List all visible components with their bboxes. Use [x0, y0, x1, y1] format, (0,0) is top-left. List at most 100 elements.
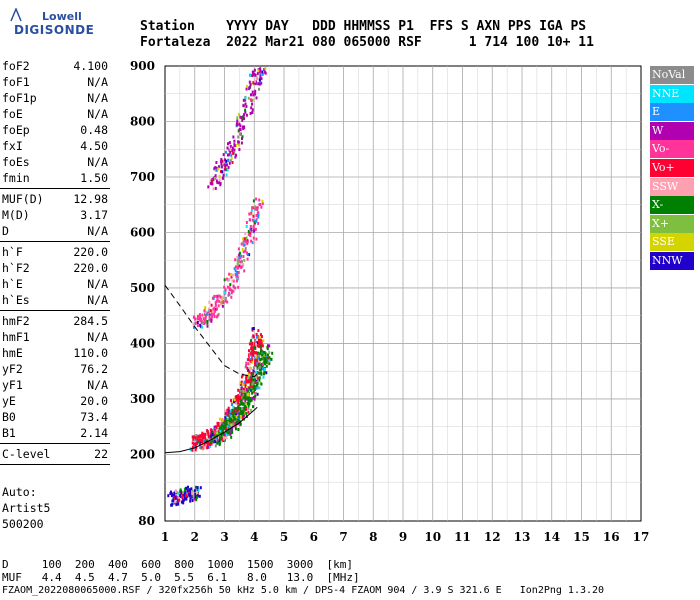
echo-point [220, 158, 223, 161]
echo-point [212, 296, 215, 300]
echo-point [191, 495, 194, 499]
echo-point [252, 377, 255, 381]
echo-point [210, 442, 213, 446]
echo-point [249, 73, 252, 77]
echo-point [214, 303, 217, 307]
echo-point [176, 495, 179, 499]
echo-point [194, 448, 197, 452]
echo-point [245, 361, 248, 365]
echo-point [247, 380, 250, 384]
echo-point [201, 313, 204, 317]
echo-point [244, 239, 247, 243]
echo-point [191, 489, 194, 493]
param-row: MUF(D) 12.98 [0, 191, 110, 207]
echo-point [229, 283, 232, 286]
echo-point [243, 117, 245, 121]
echo-point [249, 360, 252, 363]
echo-point [246, 257, 249, 261]
echo-point [216, 314, 219, 318]
echo-point [253, 221, 256, 225]
echo-point [208, 300, 211, 304]
echo-point [252, 73, 254, 77]
echo-point [220, 300, 223, 304]
echo-point [190, 487, 193, 491]
echo-point [254, 92, 257, 96]
echo-point [233, 267, 236, 271]
echo-point [249, 234, 252, 237]
echo-point [192, 437, 195, 441]
echo-point [250, 384, 253, 388]
echo-point [215, 434, 218, 438]
echo-point [242, 396, 245, 400]
param-value: 0.48 [80, 123, 108, 137]
echo-point [227, 406, 230, 410]
echo-point [247, 373, 250, 377]
param-value: N/A [87, 293, 108, 307]
echo-point [189, 496, 192, 500]
echo-point [258, 335, 261, 339]
echo-point [191, 499, 194, 502]
echo-point [214, 307, 217, 311]
echo-point [203, 439, 206, 442]
echo-point [238, 132, 241, 136]
y-tick-label: 900 [130, 59, 155, 73]
legend-entry-sse: SSE [650, 233, 694, 252]
echo-point [216, 166, 218, 170]
echo-point [214, 444, 217, 448]
echo-point [227, 421, 230, 425]
legend-entry-x: X+ [650, 214, 694, 233]
echo-point [234, 273, 237, 276]
param-value: 22 [94, 447, 108, 461]
echo-point [248, 378, 251, 382]
param-value: N/A [87, 107, 108, 121]
param-name: MUF(D) [2, 192, 44, 206]
echo-point [250, 398, 253, 402]
echo-point [263, 354, 266, 358]
x-tick-label: 15 [573, 530, 590, 544]
echo-point [263, 372, 265, 376]
echo-point [255, 355, 258, 359]
echo-point [182, 501, 185, 505]
echo-point [216, 431, 219, 435]
echo-point [217, 423, 220, 427]
echo-point [234, 265, 237, 269]
echo-point [235, 422, 238, 426]
echo-point [192, 322, 195, 326]
echo-point [250, 239, 253, 243]
y-tick-label: 400 [130, 336, 155, 350]
echo-point [232, 279, 235, 283]
echo-point [234, 258, 237, 262]
echo-point [243, 125, 245, 129]
echo-point [256, 208, 259, 211]
echo-point [199, 445, 201, 449]
echo-point [236, 261, 239, 265]
echo-point [258, 376, 261, 380]
echo-point [230, 273, 233, 276]
echo-point [232, 408, 235, 412]
echo-point [230, 156, 233, 160]
echo-point [175, 500, 178, 504]
echo-point [256, 344, 259, 348]
echo-point [240, 375, 243, 379]
echo-point [236, 259, 239, 262]
echo-point [226, 168, 229, 172]
echo-point [198, 313, 201, 317]
echo-point [234, 425, 237, 429]
echo-point [250, 93, 252, 97]
echo-point [230, 275, 233, 279]
echo-point [238, 143, 241, 147]
logo-mark-icon [10, 8, 22, 22]
echo-point [217, 304, 220, 308]
echo-point [236, 123, 239, 127]
echo-point [251, 341, 254, 345]
param-value: N/A [87, 378, 108, 392]
echo-point [227, 158, 230, 162]
echo-point [248, 361, 251, 365]
echo-point [182, 493, 185, 497]
echo-point [228, 419, 231, 422]
param-value: 110.0 [73, 346, 108, 360]
echo-point [268, 351, 271, 354]
echo-point [250, 229, 253, 233]
autoscaling-info: Auto: Artist5 500200 [2, 484, 50, 532]
echo-point [260, 205, 263, 209]
